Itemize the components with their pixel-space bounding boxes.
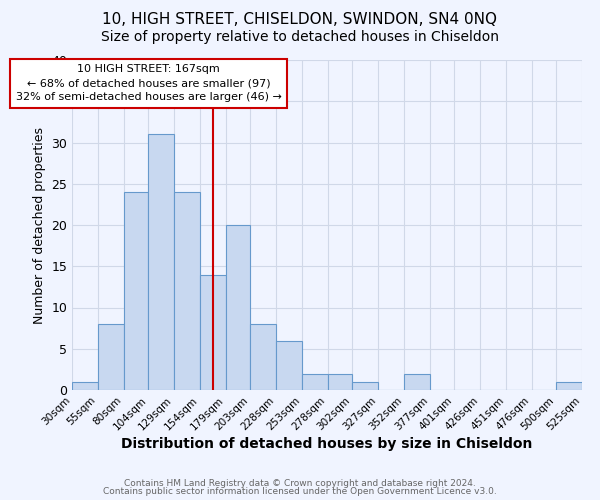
Bar — [226, 225, 250, 390]
Bar — [148, 134, 174, 390]
Bar — [98, 324, 124, 390]
Bar — [276, 340, 302, 390]
Text: Contains public sector information licensed under the Open Government Licence v3: Contains public sector information licen… — [103, 487, 497, 496]
Bar — [302, 374, 328, 390]
Bar — [200, 274, 226, 390]
Text: 10 HIGH STREET: 167sqm
← 68% of detached houses are smaller (97)
32% of semi-det: 10 HIGH STREET: 167sqm ← 68% of detached… — [16, 64, 281, 102]
Text: Contains HM Land Registry data © Crown copyright and database right 2024.: Contains HM Land Registry data © Crown c… — [124, 478, 476, 488]
Bar — [250, 324, 276, 390]
Text: 10, HIGH STREET, CHISELDON, SWINDON, SN4 0NQ: 10, HIGH STREET, CHISELDON, SWINDON, SN4… — [103, 12, 497, 28]
Bar — [556, 382, 582, 390]
Bar — [328, 374, 352, 390]
X-axis label: Distribution of detached houses by size in Chiseldon: Distribution of detached houses by size … — [121, 438, 533, 452]
Bar — [352, 382, 378, 390]
Bar — [404, 374, 430, 390]
Text: Size of property relative to detached houses in Chiseldon: Size of property relative to detached ho… — [101, 30, 499, 44]
Bar — [174, 192, 200, 390]
Bar — [72, 382, 98, 390]
Bar — [124, 192, 148, 390]
Y-axis label: Number of detached properties: Number of detached properties — [33, 126, 46, 324]
